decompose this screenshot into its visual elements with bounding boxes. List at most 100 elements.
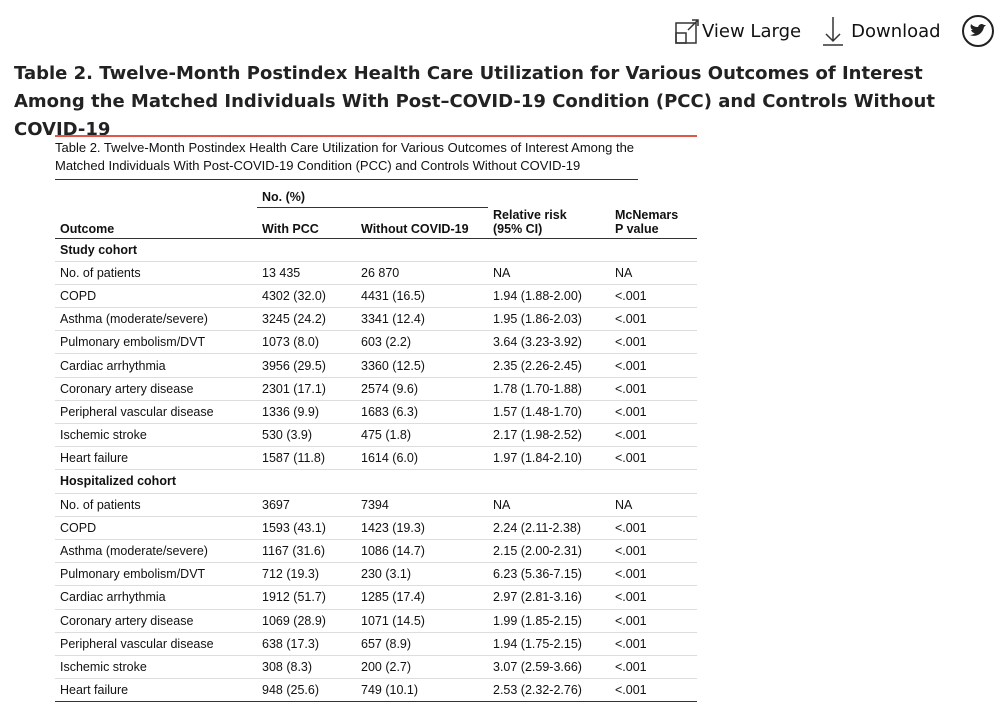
cell: 1.78 (1.70-1.88) <box>488 377 610 401</box>
cell: <.001 <box>610 446 697 471</box>
cell: <.001 <box>610 400 697 425</box>
cell: 3956 (29.5) <box>257 353 356 378</box>
cell: 657 (8.9) <box>356 632 488 656</box>
cell: NA <box>488 493 610 517</box>
data-row: COPD 1593 (43.1) 1423 (19.3) 2.24 (2.11-2.3… <box>55 516 697 540</box>
cell: 2301 (17.1) <box>257 377 356 401</box>
data-row: Cardiac arrhythmia 3956 (29.5) 3360 (12.5)… <box>55 353 697 378</box>
section-title: Study cohort <box>55 238 697 262</box>
cell: <.001 <box>610 609 697 633</box>
cell: Coronary artery disease <box>55 377 257 401</box>
cell: 2.15 (2.00-2.31) <box>488 539 610 564</box>
data-row: Peripheral vascular disease 1336 (9.9) 168… <box>55 400 697 425</box>
cell: <.001 <box>610 562 697 587</box>
cell: No. of patients <box>55 261 257 285</box>
cell: NA <box>488 261 610 285</box>
cell: <.001 <box>610 353 697 378</box>
cell: 2.24 (2.11-2.38) <box>488 516 610 540</box>
cell: 1587 (11.8) <box>257 446 356 471</box>
data-row: Ischemic stroke 308 (8.3) 200 (2.7) 3.07 (2… <box>55 655 697 680</box>
cell: 1069 (28.9) <box>257 609 356 633</box>
cell: 230 (3.1) <box>356 562 488 587</box>
cell: 1423 (19.3) <box>356 516 488 540</box>
section-title: Hospitalized cohort <box>55 469 697 494</box>
cell: Heart failure <box>55 446 257 471</box>
cell: 1336 (9.9) <box>257 400 356 425</box>
column-header: Relative risk (95% CI) <box>488 207 610 239</box>
cell: Pulmonary embolism/DVT <box>55 330 257 355</box>
download-icon[interactable] <box>821 15 851 47</box>
cell: No. of patients <box>55 493 257 517</box>
column-header: Outcome <box>55 207 257 239</box>
cell: 1.94 (1.88-2.00) <box>488 284 610 309</box>
cell: 3341 (12.4) <box>356 307 488 332</box>
data-row: Pulmonary embolism/DVT 1073 (8.0) 603 (2.2… <box>55 330 697 355</box>
data-row: No. of patients 13 435 26 870 NA NA <box>55 261 697 285</box>
cell: 308 (8.3) <box>257 655 356 680</box>
cell: 1683 (6.3) <box>356 400 488 425</box>
view-large[interactable]: View Large <box>702 20 802 42</box>
cell: 3.64 (3.23-3.92) <box>488 330 610 355</box>
section-row: Hospitalized cohort <box>55 469 697 494</box>
cell: 1167 (31.6) <box>257 539 356 564</box>
data-row: Cardiac arrhythmia 1912 (51.7) 1285 (17.4)… <box>55 585 697 610</box>
download[interactable]: Download <box>851 20 941 42</box>
cell: Asthma (moderate/severe) <box>55 539 257 564</box>
cell: <.001 <box>610 330 697 355</box>
data-row: COPD 4302 (32.0) 4431 (16.5) 1.94 (1.88-2.0… <box>55 284 697 309</box>
cell: 3697 <box>257 493 356 517</box>
cell: 1086 (14.7) <box>356 539 488 564</box>
cell: 1.97 (1.84-2.10) <box>488 446 610 471</box>
cell: Heart failure <box>55 678 257 702</box>
section-row: Study cohort <box>55 238 697 262</box>
column-header: McNemars P value <box>610 207 697 239</box>
data-row: Heart failure 948 (25.6) 749 (10.1) 2.53 (2… <box>55 678 697 702</box>
cell: 2.17 (1.98-2.52) <box>488 423 610 448</box>
twitter-icon[interactable] <box>961 14 995 48</box>
cell: 1.99 (1.85-2.15) <box>488 609 610 633</box>
cell: 2.35 (2.26-2.45) <box>488 353 610 378</box>
data-row: Heart failure 1587 (11.8) 1614 (6.0) 1.97 (… <box>55 446 697 471</box>
cell: 1073 (8.0) <box>257 330 356 355</box>
cell: 712 (19.3) <box>257 562 356 587</box>
cell: <.001 <box>610 284 697 309</box>
cell: 1614 (6.0) <box>356 446 488 471</box>
data-row: Asthma (moderate/severe) 3245 (24.2) 3341 … <box>55 307 697 332</box>
column-header: With PCC <box>257 207 356 239</box>
cell: 2574 (9.6) <box>356 377 488 401</box>
cell: 3245 (24.2) <box>257 307 356 332</box>
cell: <.001 <box>610 678 697 702</box>
cell: <.001 <box>610 632 697 656</box>
data-row: Coronary artery disease 1069 (28.9) 1071 (… <box>55 609 697 633</box>
cell: 749 (10.1) <box>356 678 488 702</box>
cell: Cardiac arrhythmia <box>55 585 257 610</box>
cell: 1.57 (1.48-1.70) <box>488 400 610 425</box>
cell: Peripheral vascular disease <box>55 400 257 425</box>
cell: <.001 <box>610 423 697 448</box>
cell: Asthma (moderate/severe) <box>55 307 257 332</box>
cell: 603 (2.2) <box>356 330 488 355</box>
cell: Cardiac arrhythmia <box>55 353 257 378</box>
column-header: Without COVID-19 <box>356 207 488 239</box>
cell: 3.07 (2.59-3.66) <box>488 655 610 680</box>
cell: 1.95 (1.86-2.03) <box>488 307 610 332</box>
cell: Ischemic stroke <box>55 655 257 680</box>
cell: 1912 (51.7) <box>257 585 356 610</box>
cell: 1071 (14.5) <box>356 609 488 633</box>
view-large-icon[interactable] <box>674 17 702 45</box>
data-row: Ischemic stroke 530 (3.9) 475 (1.8) 2.17 (1… <box>55 423 697 448</box>
cell: NA <box>610 493 697 517</box>
data-row: No. of patients 3697 7394 NA NA <box>55 493 697 517</box>
cell: COPD <box>55 516 257 540</box>
cell: 475 (1.8) <box>356 423 488 448</box>
cell: <.001 <box>610 307 697 332</box>
cell: 2.97 (2.81-3.16) <box>488 585 610 610</box>
toolbar: View Large Download <box>674 14 995 48</box>
cell: NA <box>610 261 697 285</box>
cell: COPD <box>55 284 257 309</box>
cell: 638 (17.3) <box>257 632 356 656</box>
data-row: Pulmonary embolism/DVT 712 (19.3) 230 (3.1… <box>55 562 697 587</box>
cell: <.001 <box>610 516 697 540</box>
data-row: Asthma (moderate/severe) 1167 (31.6) 1086 … <box>55 539 697 564</box>
